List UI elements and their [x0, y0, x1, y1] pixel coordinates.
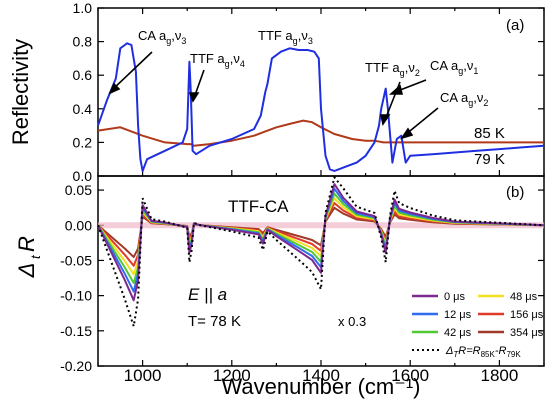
y-label-delta: Δ: [14, 263, 39, 279]
legend-entry: 48 μs: [510, 291, 538, 303]
sample-label: TTF-CA: [228, 197, 289, 216]
panel-a: 0.0 0.2 0.4 0.6 0.8 1.0 Reflectivity (a) CA a…: [8, 0, 545, 184]
arrowhead-ca-v1: [388, 84, 404, 95]
panel-b-y-tick-label: -0.20: [60, 358, 92, 374]
legend-entry: 156 μs: [510, 309, 544, 321]
annotation-label: CA ag,ν1: [430, 58, 478, 76]
panel-a-label: (a): [506, 17, 524, 34]
arrow-ca-v3: [111, 51, 153, 91]
legend-entry: 42 μs: [444, 327, 472, 339]
annotation-arrows: [108, 51, 439, 140]
scale-note: x 0.3: [338, 314, 366, 329]
y-label-sub: t: [28, 254, 43, 259]
panel-b-y-tick-label: -0.15: [60, 323, 92, 339]
panel-b-y-axis-label: Δ t R: [14, 236, 43, 278]
legend-difference: ΔTR=R85K-R79K: [412, 345, 521, 359]
x-tick-label: 1800: [480, 366, 518, 385]
panel-a-y-tick-label: 0.0: [73, 168, 93, 184]
panel-a-y-axis-label: Reflectivity: [8, 39, 33, 145]
legend-difference-label: ΔTR=R85K-R79K: [445, 345, 521, 359]
panel-b-y-tick-label: -0.05: [60, 252, 92, 268]
x-tick-label: 1200: [213, 366, 251, 385]
transient-line-0us: [97, 183, 545, 302]
x-tick-label: 1600: [391, 366, 429, 385]
arrowhead-ttf-v2: [380, 114, 391, 127]
x-axis-label: Wavenumber (cm⁻¹): [221, 374, 420, 399]
panel-a-y-tick-label: 0.2: [73, 134, 93, 150]
panel-a-y-tick-label: 0.4: [73, 101, 93, 117]
legend: 0 μs 12 μs 42 μs 48 μs 156 μs 354 μs: [412, 291, 544, 339]
annotation-label: TTF ag,ν2: [365, 60, 420, 78]
x-tick-label: 1400: [302, 366, 340, 385]
panel-b-y-tick-label: 0.00: [65, 217, 92, 233]
legend-entry: 354 μs: [510, 327, 544, 339]
panel-a-y-tick-label: 0.8: [73, 34, 93, 50]
panel-b: 0.05 0.00 -0.05 -0.10 -0.15 -0.20 1000 1200 140…: [14, 175, 545, 399]
panel-b-label: (b): [506, 184, 524, 201]
series-line-79k: [97, 42, 545, 172]
arrowhead-ca-v3: [108, 82, 121, 95]
annotation-label: CA ag,ν2: [440, 90, 488, 108]
field-condition: E || a: [188, 285, 227, 304]
label-79k: 79 K: [474, 151, 505, 168]
panel-a-y-tick-label: 1.0: [73, 0, 93, 16]
annotation-label: TTF ag,ν3: [258, 28, 313, 46]
series-line-85k: [97, 119, 544, 147]
temperature-condition: T= 78 K: [188, 313, 241, 330]
label-85k: 85 K: [474, 125, 505, 142]
panel-b-y-tick-label: -0.10: [60, 288, 92, 304]
annotation-label: TTF ag,ν4: [190, 51, 245, 69]
panel-b-y-tick-label: 0.05: [65, 182, 92, 198]
arrow-ca-v2: [404, 107, 439, 136]
legend-entry: 0 μs: [444, 291, 466, 303]
legend-entry: 12 μs: [444, 309, 472, 321]
x-tick-label: 1000: [124, 366, 162, 385]
y-label-r: R: [14, 236, 39, 252]
annotation-label: CA ag,ν3: [138, 28, 186, 46]
panel-a-y-tick-label: 0.6: [73, 67, 93, 83]
arrowhead-ca-v2: [400, 127, 414, 140]
difference-line: [97, 175, 545, 327]
arrowhead-ttf-v4: [188, 92, 200, 103]
